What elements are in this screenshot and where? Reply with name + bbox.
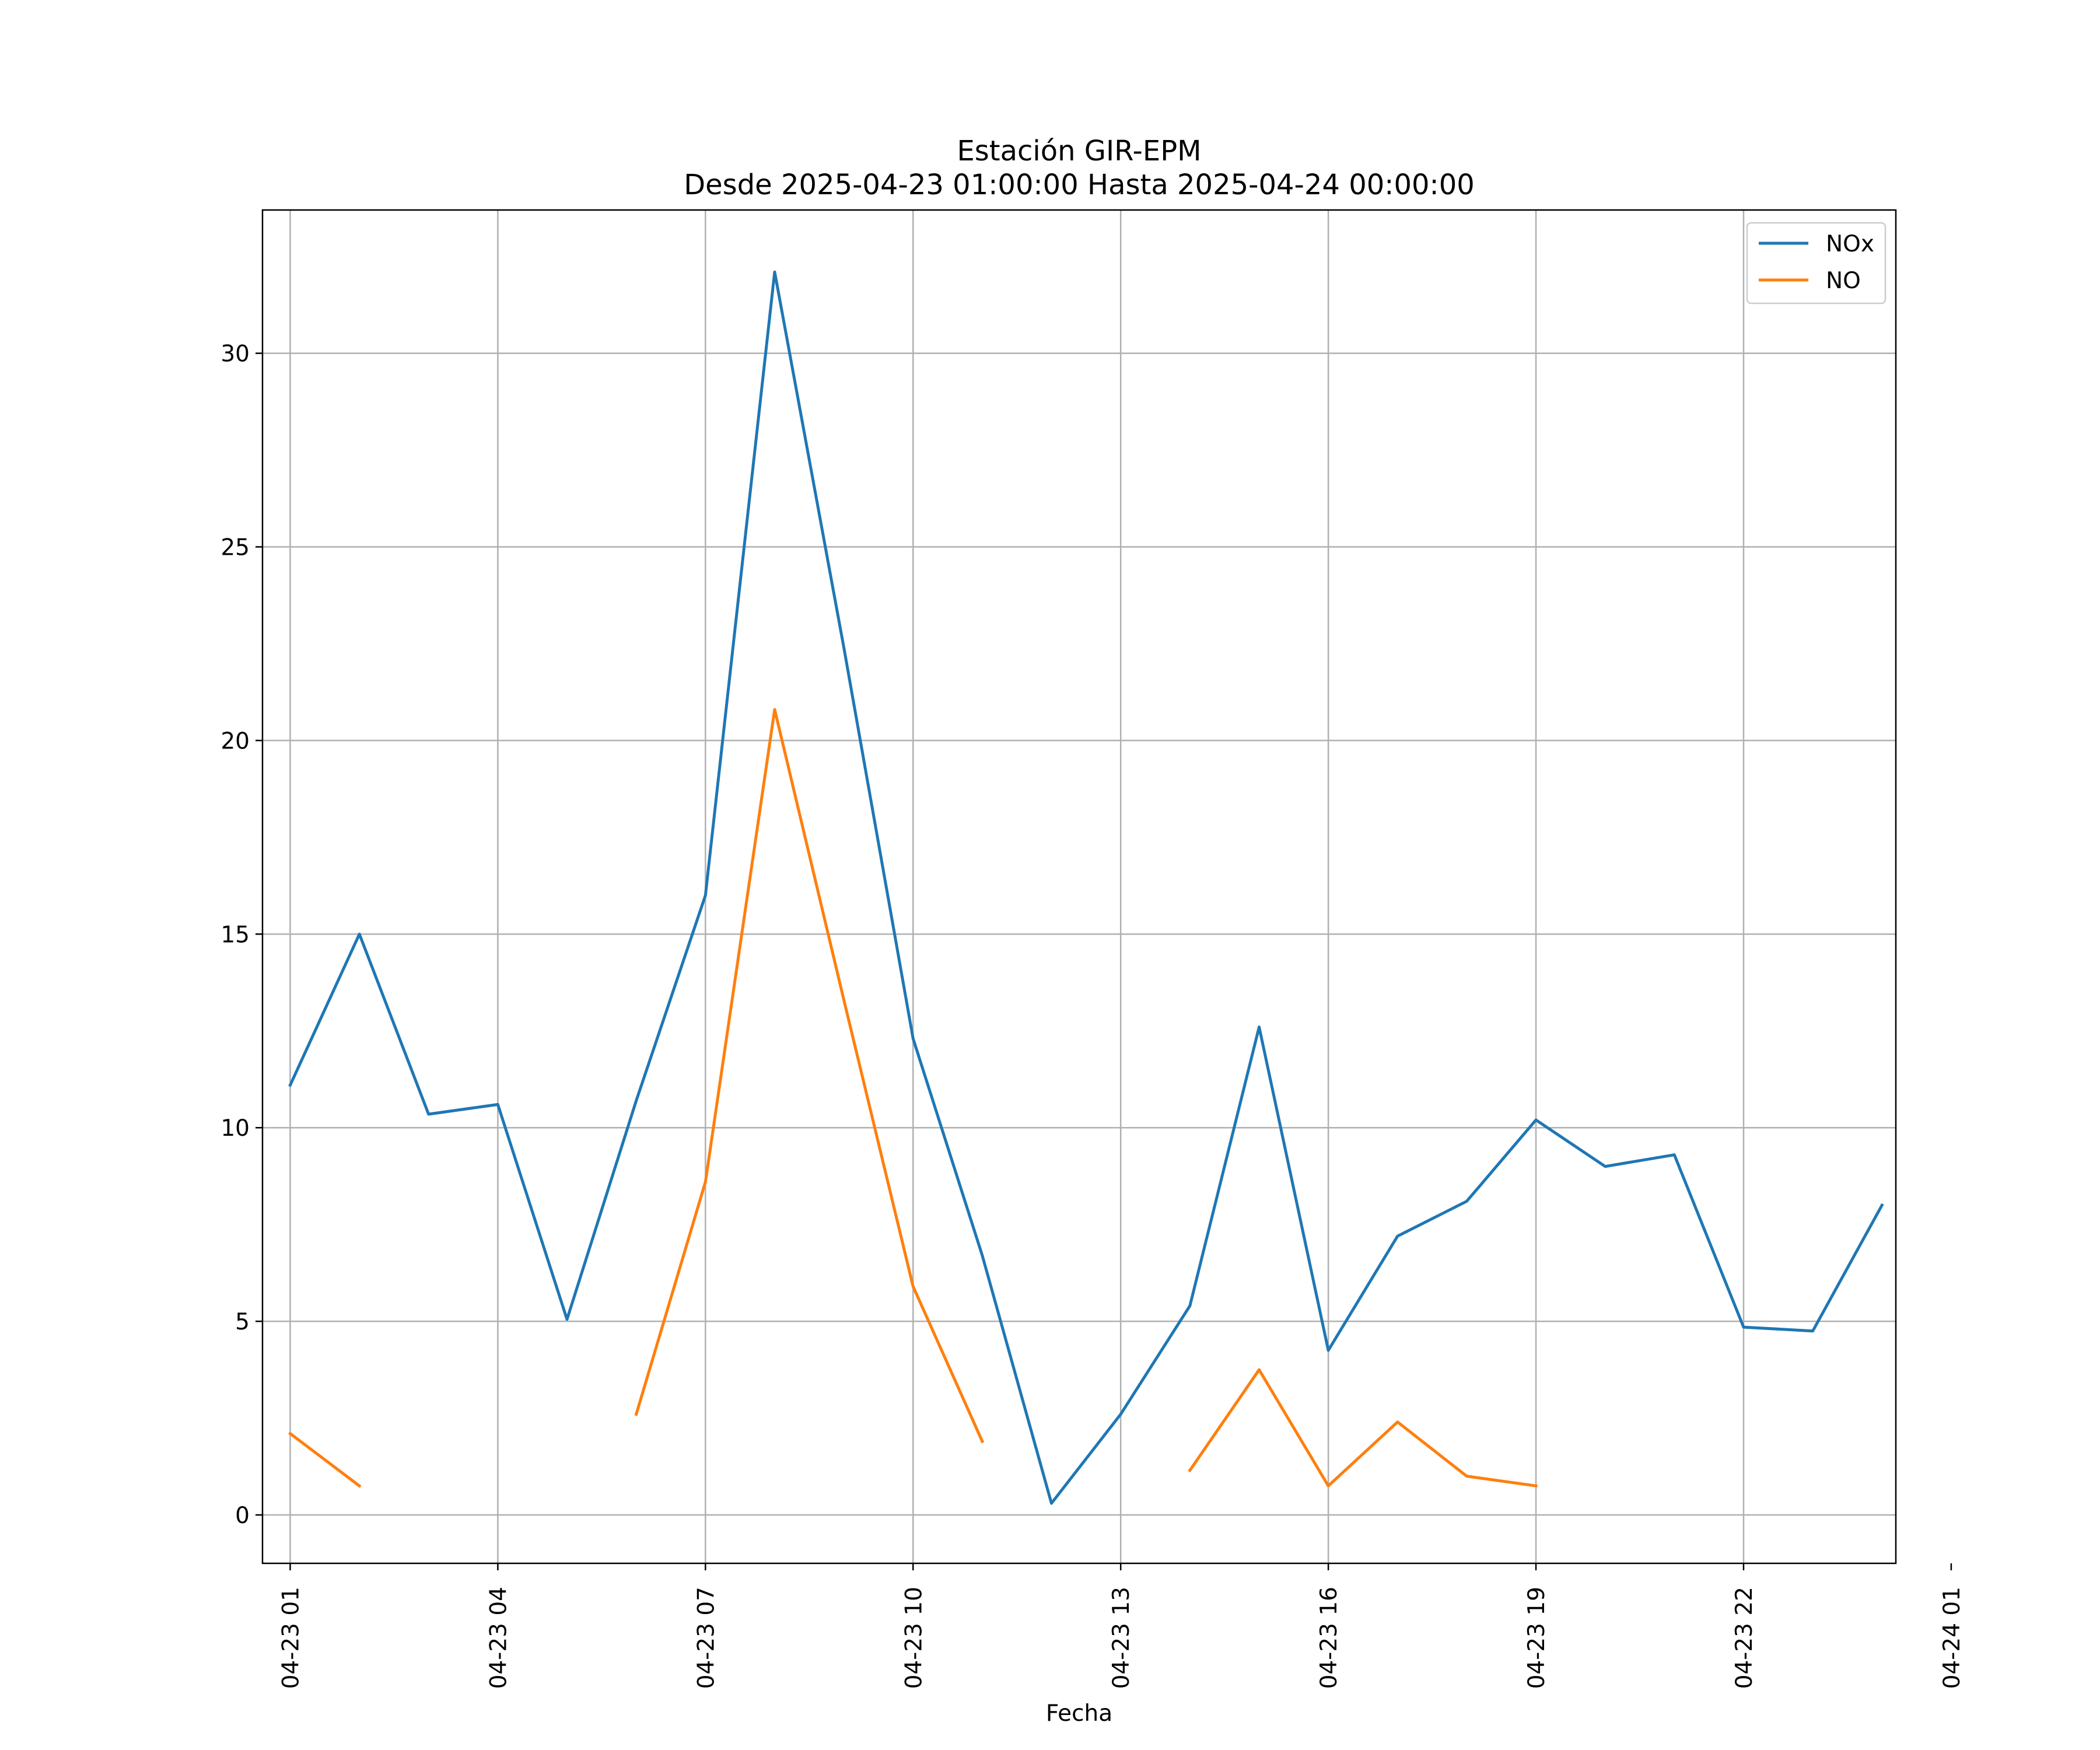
x-tick-label: 04-23 19 [1524, 1587, 1550, 1689]
x-tick-label: 04-23 13 [1108, 1587, 1135, 1689]
y-tick-label: 0 [235, 1503, 250, 1529]
x-axis-label: Fecha [1046, 1700, 1112, 1727]
x-tick-label: 04-23 22 [1731, 1587, 1758, 1689]
legend-label-nox: NOx [1826, 231, 1874, 257]
x-tick-label: 04-23 16 [1316, 1587, 1342, 1689]
x-tick-label: 04-23 04 [485, 1587, 512, 1689]
y-tick-label: 30 [220, 341, 250, 368]
y-axis: 0 5 10 15 20 25 30 [220, 341, 262, 1529]
y-tick-label: 25 [220, 535, 250, 561]
chart-subtitle: Desde 2025-04-23 01:00:00 Hasta 2025-04-… [684, 169, 1475, 201]
legend-label-no: NO [1826, 268, 1861, 294]
series-line-no [1188, 1368, 1538, 1488]
x-tick-label: 04-23 07 [693, 1587, 719, 1689]
x-tick-label: 04-23 01 [278, 1587, 304, 1689]
x-tick-label: 04-23 10 [901, 1587, 927, 1689]
chart-title: Estación GIR-EPM [957, 135, 1201, 167]
y-tick-label: 5 [235, 1309, 250, 1335]
y-tick-label: 20 [220, 728, 250, 754]
x-tick-label: 04-24 01 [1939, 1587, 1965, 1689]
plot-frame [261, 209, 1897, 1564]
y-tick-label: 15 [220, 922, 250, 948]
legend: NOx NO [1746, 222, 1887, 304]
x-axis: 04-23 01 04-23 04 04-23 07 04-23 10 04-23 13… [278, 1563, 1965, 1689]
series-line-no [288, 1432, 362, 1488]
y-tick-label: 10 [220, 1115, 250, 1142]
series-line-no [634, 708, 985, 1444]
series-line-nox [288, 270, 1884, 1505]
series-layer [288, 270, 1884, 1505]
